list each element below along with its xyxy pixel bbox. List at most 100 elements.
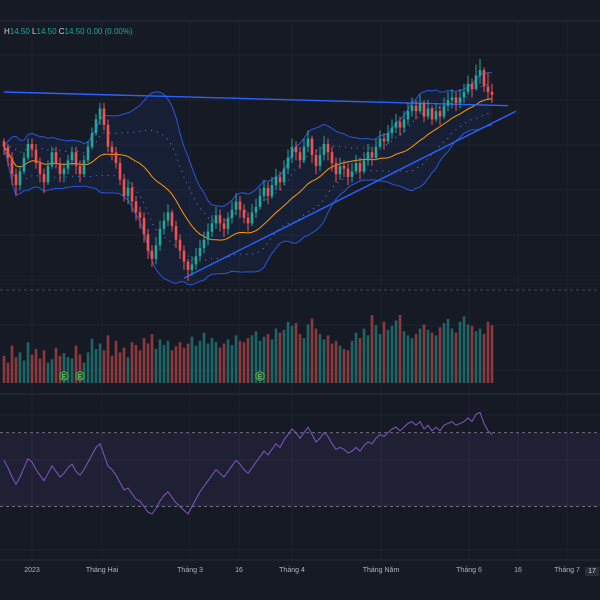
candle-body [98, 108, 102, 120]
candle-body [274, 176, 278, 186]
volume-bar [98, 343, 102, 383]
candle-body [2, 141, 6, 147]
volume-bar [398, 315, 402, 383]
candle-body [198, 248, 202, 257]
candle-body [10, 157, 14, 175]
candle-body [230, 209, 234, 218]
volume-bar [470, 325, 474, 383]
volume-bar [138, 350, 142, 383]
volume-bar [486, 321, 490, 383]
volume-bar [438, 327, 442, 383]
earnings-marker-label: E [258, 375, 262, 381]
volume-bar [46, 362, 50, 383]
candle-body [430, 108, 434, 120]
candle-body [130, 187, 134, 202]
candle-body [178, 239, 182, 251]
volume-bar [206, 343, 210, 383]
volume-bar [378, 334, 382, 383]
x-axis-label: Tháng 4 [279, 567, 305, 574]
sma-line [3, 98, 493, 241]
candle-body [374, 146, 378, 158]
volume-bar [282, 329, 286, 383]
volume-bar [94, 349, 98, 383]
volume-bar [346, 350, 350, 383]
candle-body [66, 160, 70, 169]
candle-body [14, 174, 18, 186]
volume-bar [22, 360, 26, 383]
candle-body [250, 212, 254, 224]
candle-body [134, 201, 138, 213]
volume-bar [174, 346, 178, 383]
volume-bar [418, 328, 422, 383]
volume-bar [82, 362, 86, 383]
candle-body [154, 245, 158, 259]
rsi-pane [0, 411, 600, 515]
candle-body [54, 152, 58, 164]
volume-bar [350, 340, 354, 383]
volume-bar [238, 340, 242, 383]
candle-body [62, 168, 66, 175]
candle-body [358, 163, 362, 172]
volume-bar [222, 343, 226, 383]
volume-bar [406, 335, 410, 383]
candle-body [366, 152, 370, 161]
candle-body [482, 70, 486, 87]
candle-body [462, 92, 466, 98]
ohlc-high-value: 14.50 [9, 27, 30, 36]
volume-bar [18, 352, 22, 383]
x-axis-label-current: 17 [585, 567, 599, 576]
candle-body [38, 163, 42, 175]
earnings-marker [255, 371, 265, 381]
candle-body [290, 146, 294, 158]
candle-body [458, 97, 462, 103]
volume-bar [246, 338, 250, 383]
candle-body [74, 152, 78, 166]
rsi-line [3, 411, 493, 515]
volume-bar [390, 325, 394, 383]
volume-bar [394, 320, 398, 383]
candle-body [90, 133, 94, 147]
candle-body [114, 152, 118, 164]
candle-body [158, 228, 162, 246]
volume-bar [330, 343, 334, 383]
volume-bar [262, 336, 266, 383]
earnings-marker [59, 371, 69, 381]
ohlc-low-value: 14.50 [36, 27, 57, 36]
volume-bar [58, 355, 62, 383]
volume-bar [434, 335, 438, 383]
candle-body [318, 154, 322, 166]
volume-bar [142, 338, 146, 383]
volume-bar [2, 355, 6, 383]
volume-bar [362, 328, 366, 383]
candle-body [226, 217, 230, 229]
candle-body [282, 168, 286, 183]
volume-bar [6, 362, 10, 383]
volume-bar [322, 339, 326, 383]
candle-body [262, 187, 266, 196]
volume-bar [422, 324, 426, 383]
candle-body [334, 163, 338, 175]
candle-body [126, 187, 130, 196]
volume-bar [38, 358, 42, 383]
candle-body [166, 212, 170, 221]
candle-body [410, 105, 414, 112]
volume-bar [126, 357, 130, 383]
candle-body [346, 168, 350, 177]
volume-bar [202, 332, 206, 383]
volume-bar [102, 350, 106, 383]
candle-body [418, 102, 422, 112]
volume-bar [466, 324, 470, 383]
candle-body [78, 165, 82, 175]
volume-bar [122, 347, 126, 383]
candle-body [350, 171, 354, 177]
x-axis-label: 2023 [24, 567, 40, 574]
candle-body [86, 146, 90, 161]
volume-bar [10, 345, 14, 383]
candle-body [294, 146, 298, 153]
candle-body [82, 160, 86, 175]
volume-bar [474, 331, 478, 383]
candle-body [214, 215, 218, 224]
